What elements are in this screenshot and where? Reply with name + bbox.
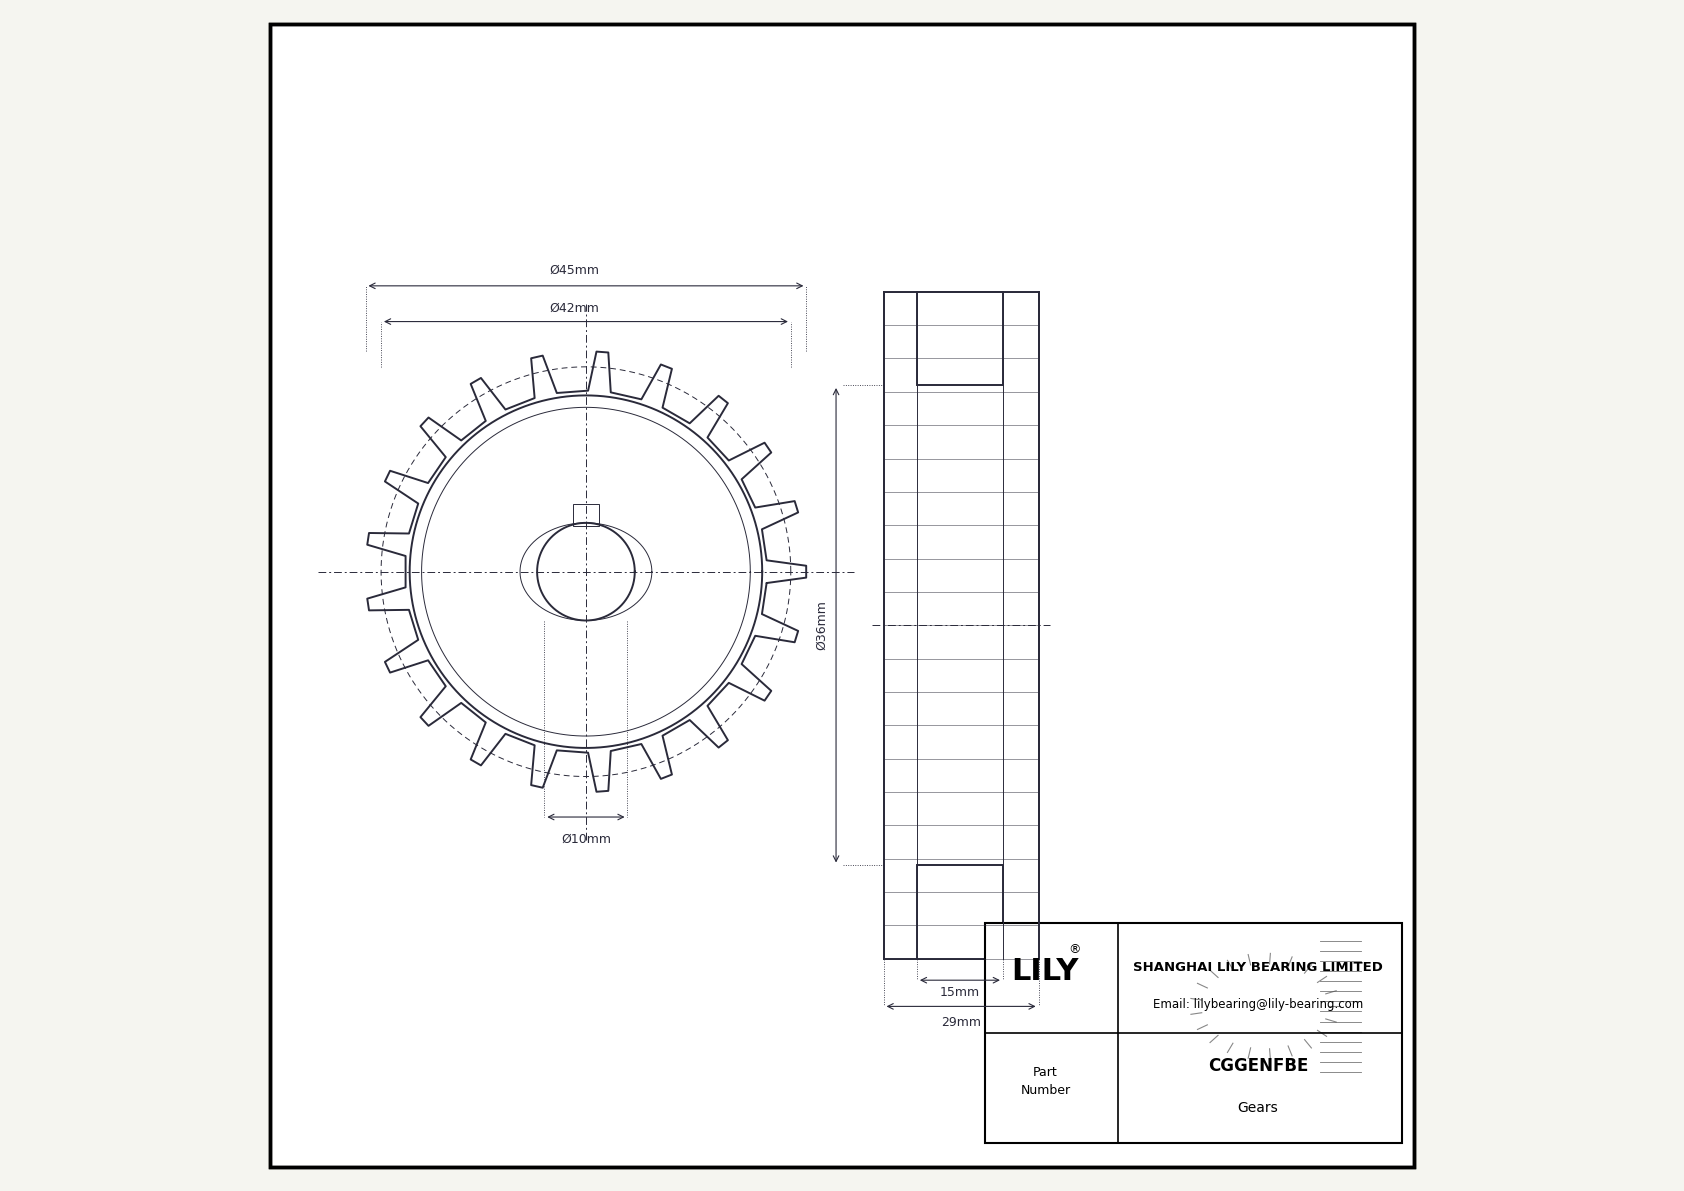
Ellipse shape: [1239, 996, 1266, 1017]
Text: 15mm: 15mm: [940, 986, 980, 999]
Bar: [985, 923, 1401, 1143]
Text: Ø10mm: Ø10mm: [561, 833, 611, 846]
Text: CGGENFBE: CGGENFBE: [1207, 1058, 1308, 1075]
Text: Email: lilybearing@lily-bearing.com: Email: lilybearing@lily-bearing.com: [1154, 998, 1362, 1011]
Bar: [573, 505, 600, 526]
Text: ®: ®: [1068, 943, 1081, 956]
Ellipse shape: [1174, 930, 1356, 1083]
Text: Gears: Gears: [1238, 1102, 1278, 1115]
Text: Part
Number: Part Number: [1021, 1066, 1071, 1097]
Text: SHANGHAI LILY BEARING LIMITED: SHANGHAI LILY BEARING LIMITED: [1133, 961, 1383, 973]
Text: 29mm: 29mm: [941, 1016, 982, 1029]
Text: Ø36mm: Ø36mm: [815, 600, 829, 650]
Bar: [918, 292, 1002, 385]
Bar: [918, 866, 1002, 959]
Text: Ø45mm: Ø45mm: [549, 263, 600, 276]
Text: LILY: LILY: [1012, 958, 1079, 986]
Polygon shape: [1325, 941, 1356, 1067]
Bar: [884, 292, 1039, 959]
Text: Ø42mm: Ø42mm: [549, 301, 600, 314]
